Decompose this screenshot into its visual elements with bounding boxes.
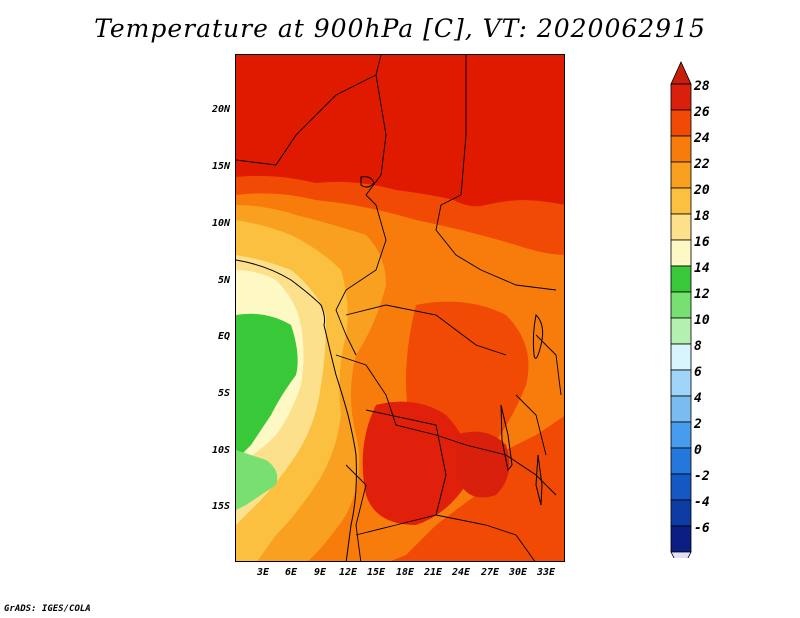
- colorbar-label-neg4: -4: [694, 495, 710, 510]
- colorbar-swatch: [670, 421, 692, 449]
- lon-label-30e: 30E: [508, 567, 528, 578]
- lon-label-21e: 21E: [423, 567, 443, 578]
- colorbar-label-10: 10: [694, 313, 710, 328]
- colorbar-swatch: [670, 473, 692, 501]
- colorbar-swatch: [670, 239, 692, 267]
- lat-label-15s: 15S: [211, 501, 230, 512]
- lon-label-15e: 15E: [366, 567, 386, 578]
- colorbar-swatch: [670, 265, 692, 293]
- colorbar: [670, 61, 692, 558]
- colorbar-swatch: [670, 83, 692, 111]
- lake-victoria: [532, 313, 544, 359]
- colorbar-swatch: [670, 187, 692, 215]
- lon-label-12e: 12E: [338, 567, 358, 578]
- colorbar-label-6: 6: [694, 365, 702, 380]
- colorbar-label-26: 26: [694, 105, 710, 120]
- lon-label-18e: 18E: [395, 567, 415, 578]
- lat-label-eq: EQ: [217, 331, 230, 342]
- lake-malawi: [535, 454, 543, 506]
- colorbar-label-24: 24: [694, 131, 710, 146]
- colorbar-label-16: 16: [694, 235, 710, 250]
- colorbar-label-4: 4: [694, 391, 702, 406]
- coastline: [236, 259, 357, 561]
- lat-label-15n: 15N: [211, 161, 230, 172]
- colorbar-swatch: [670, 135, 692, 163]
- colorbar-swatch: [670, 317, 692, 345]
- lat-label-10n: 10N: [211, 218, 230, 229]
- colorbar-swatch: [670, 369, 692, 397]
- colorbar-swatch: [670, 395, 692, 423]
- lat-label-5n: 5N: [217, 275, 230, 286]
- colorbar-swatch: [670, 343, 692, 371]
- colorbar-under-triangle: [670, 551, 692, 558]
- footer-credit: GrADS: IGES/COLA: [4, 604, 91, 614]
- lon-label-27e: 27E: [480, 567, 500, 578]
- temperature-field: [236, 55, 564, 561]
- colorbar-swatch: [670, 161, 692, 189]
- colorbar-label-28: 28: [694, 79, 710, 94]
- zone-14: [236, 313, 298, 460]
- lon-label-9e: 9E: [313, 567, 327, 578]
- zone-southeast-core: [456, 431, 510, 498]
- colorbar-label-neg2: -2: [694, 469, 710, 484]
- colorbar-swatch: [670, 213, 692, 241]
- colorbar-swatch: [670, 525, 692, 553]
- colorbar-over-triangle: [670, 61, 692, 85]
- colorbar-label-8: 8: [694, 339, 702, 354]
- colorbar-swatch: [670, 109, 692, 137]
- lon-label-33e: 33E: [536, 567, 556, 578]
- colorbar-label-0: 0: [694, 443, 702, 458]
- colorbar-label-22: 22: [694, 157, 710, 172]
- colorbar-label-18: 18: [694, 209, 710, 224]
- colorbar-swatch: [670, 447, 692, 475]
- chart-title: Temperature at 900hPa [C], VT: 202006291…: [94, 14, 706, 43]
- zone-28: [236, 55, 564, 207]
- colorbar-label-20: 20: [694, 183, 710, 198]
- lake-tanganyika: [500, 404, 513, 472]
- lon-label-3e: 3E: [256, 567, 270, 578]
- colorbar-label-neg6: -6: [694, 521, 710, 536]
- colorbar-swatch: [670, 291, 692, 319]
- colorbar-label-12: 12: [694, 287, 710, 302]
- colorbar-label-14: 14: [694, 261, 710, 276]
- lat-label-10s: 10S: [211, 445, 230, 456]
- zone-south-core: [362, 401, 469, 525]
- temperature-map: [235, 54, 565, 562]
- lat-label-20n: 20N: [211, 104, 230, 115]
- lon-label-24e: 24E: [451, 567, 471, 578]
- colorbar-label-2: 2: [694, 417, 702, 432]
- lat-label-5s: 5S: [217, 388, 230, 399]
- lon-label-6e: 6E: [284, 567, 298, 578]
- zone-12: [236, 450, 278, 510]
- colorbar-swatch: [670, 499, 692, 527]
- lake-chad: [360, 176, 375, 188]
